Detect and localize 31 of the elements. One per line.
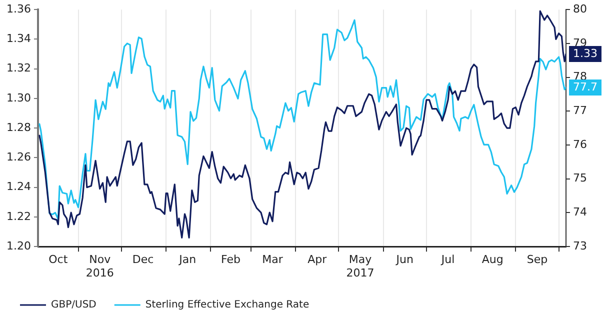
x-tick-label: Jul	[440, 253, 455, 266]
x-tick-label: Aug	[482, 253, 504, 266]
y-tick-label: 1.36	[6, 2, 31, 16]
y-tick-label: 1.34	[6, 32, 31, 46]
data-label: 77.7	[573, 80, 598, 94]
x-tick-label: Mar	[262, 253, 284, 266]
y2-tick-label: 80	[573, 2, 587, 16]
y-tick-label: 1.30	[6, 91, 31, 104]
data-label: 1.33	[573, 46, 598, 60]
y2-tick-label: 76	[573, 138, 587, 151]
y2-tick-label: 73	[573, 239, 587, 252]
y-tick-label: 1.24	[6, 180, 31, 194]
y-tick-label: 1.20	[6, 239, 31, 252]
y2-tick-label: 75	[573, 172, 587, 185]
x-tick-label: Dec	[132, 253, 154, 266]
x-tick-label: Sep	[526, 253, 548, 266]
x-tick-label: Jun	[395, 253, 414, 266]
y-tick-label: 1.26	[6, 150, 31, 164]
y2-tick-label: 77	[573, 104, 587, 118]
x-tick-label: Oct	[48, 253, 68, 266]
y-tick-label: 1.22	[6, 210, 31, 223]
x-tick-label: Apr	[308, 253, 328, 266]
y-tick-label: 1.32	[6, 62, 31, 75]
x-tick-label: May 2017	[346, 253, 374, 280]
x-tick-label: Nov 2016	[86, 253, 114, 280]
y-tick-label: 1.28	[6, 120, 31, 134]
x-tick-label: Feb	[221, 253, 241, 266]
y2-tick-label: 74	[573, 206, 587, 219]
x-tick-label: Jan	[178, 253, 196, 266]
legend-label: GBP/USD	[51, 300, 97, 311]
legend-label: Sterling Effective Exchange Rate	[145, 300, 310, 311]
